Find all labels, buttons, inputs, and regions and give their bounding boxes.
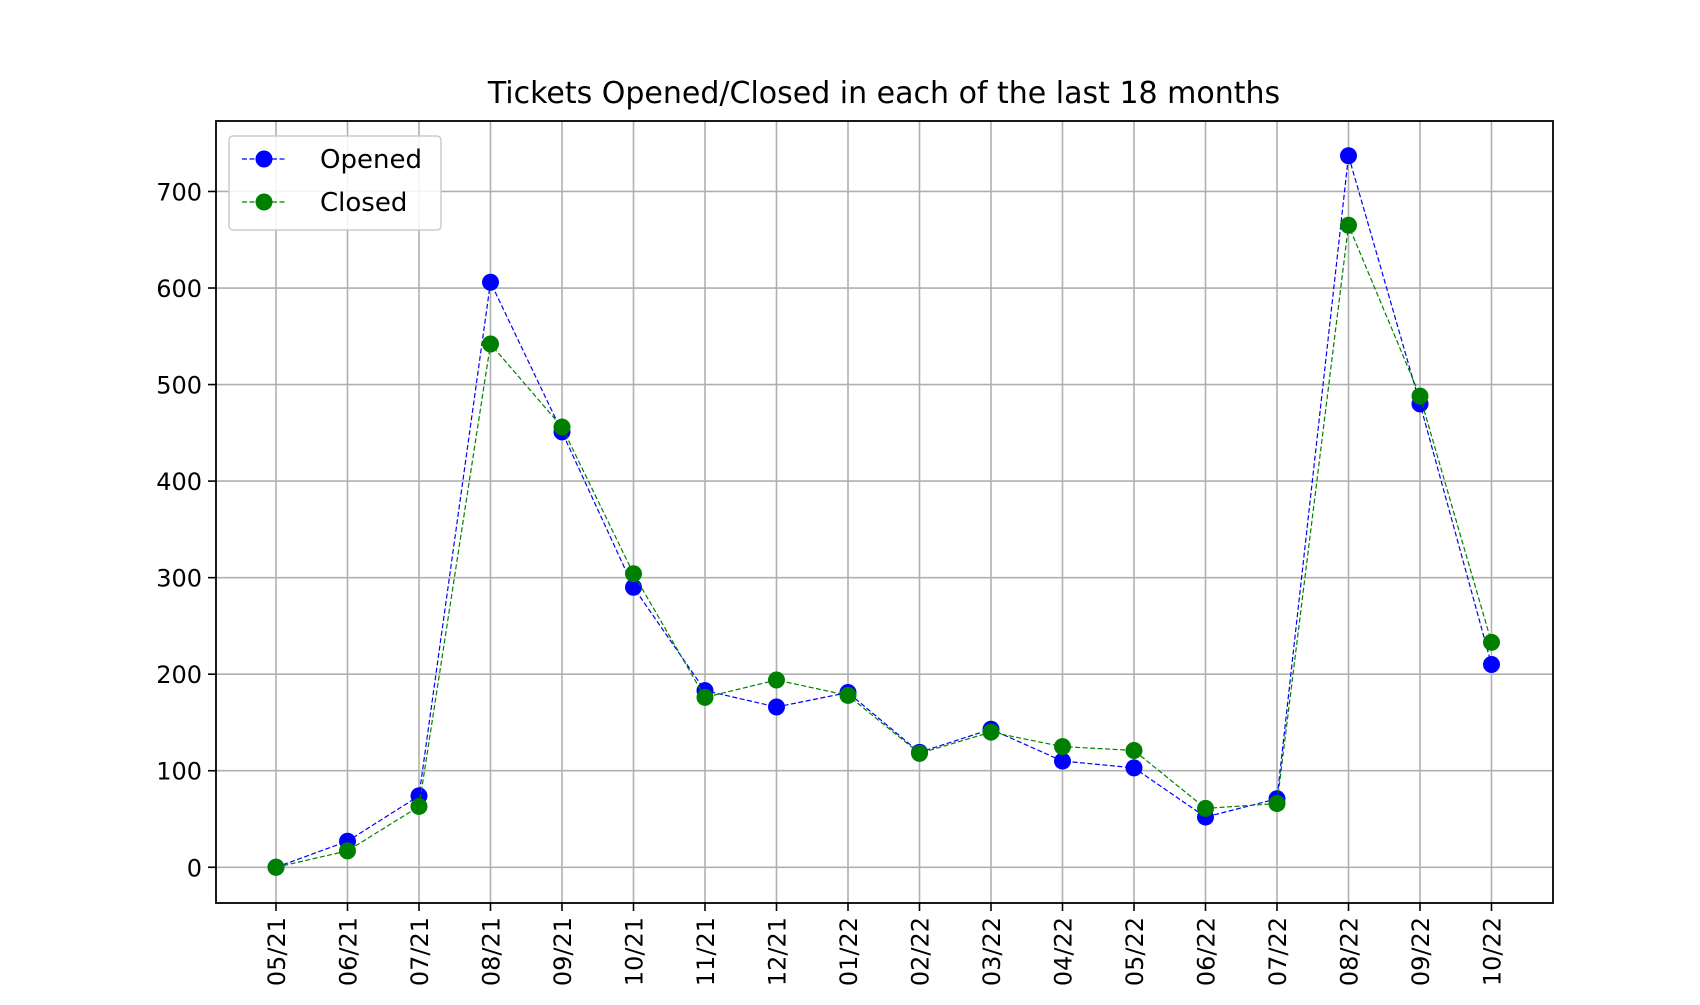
x-tick-label: 09/21 — [549, 917, 577, 986]
y-tick-label: 700 — [156, 178, 202, 206]
x-tick-label: 08/21 — [478, 917, 506, 986]
data-point-closed — [696, 688, 714, 706]
data-point-closed — [839, 686, 857, 704]
data-point-opened — [1483, 656, 1500, 674]
x-tick-label: 05/21 — [263, 917, 291, 986]
data-point-closed — [911, 744, 928, 762]
data-point-opened — [1340, 147, 1357, 165]
data-point-closed — [1340, 216, 1357, 234]
x-tick-label: 03/22 — [978, 917, 1006, 986]
series-line-opened — [275, 155, 1493, 868]
legend-label: Opened — [320, 145, 422, 175]
data-point-closed — [625, 565, 642, 583]
data-point-closed — [1411, 387, 1429, 405]
data-point-closed — [1197, 799, 1214, 817]
series-line-closed — [275, 222, 1493, 868]
y-tick-label: 200 — [156, 661, 202, 689]
x-tick-label: 09/22 — [1407, 917, 1435, 986]
y-tick-label: 400 — [156, 468, 202, 496]
x-tick-label: 10/21 — [621, 917, 649, 986]
data-point-closed — [482, 335, 499, 353]
y-tick-label: 500 — [156, 372, 202, 400]
legend-item-closed: Closed — [242, 188, 407, 218]
data-point-closed — [768, 671, 785, 689]
x-tick-label: 12/21 — [764, 917, 792, 986]
x-tick-label: 01/22 — [835, 917, 863, 986]
data-point-opened — [1125, 759, 1143, 777]
x-tick-label: 02/22 — [907, 917, 935, 986]
data-point-closed — [410, 797, 428, 815]
y-tick-label: 300 — [156, 565, 202, 593]
x-tick-label: 07/21 — [406, 917, 434, 986]
y-tick-label: 600 — [156, 275, 202, 303]
chart-title: Tickets Opened/Closed in each of the las… — [487, 76, 1280, 111]
plot-frame — [215, 120, 1554, 904]
x-tick-label: 11/21 — [692, 917, 720, 986]
data-point-closed — [1054, 738, 1071, 756]
data-point-opened — [1054, 752, 1071, 770]
data-point-closed — [1268, 795, 1286, 813]
data-point-closed — [267, 858, 285, 876]
x-tick-label: 06/22 — [1193, 917, 1221, 986]
x-tick-label: 10/22 — [1479, 917, 1507, 986]
data-point-closed — [1483, 633, 1500, 651]
legend-item-opened: Opened — [242, 145, 422, 175]
data-point-closed — [982, 723, 1000, 741]
y-tick-label: 0 — [187, 854, 202, 882]
data-point-opened — [625, 578, 642, 596]
legend: Opened Closed — [228, 135, 442, 231]
data-point-closed — [339, 842, 356, 860]
legend-marker-closed — [255, 193, 273, 211]
series-group — [267, 147, 1500, 876]
axes: 0 100 200 300 400 500 600 700 05/21 06/21 07/21 08/… — [156, 120, 1554, 986]
y-tick-label: 100 — [156, 758, 202, 786]
series-opened — [267, 147, 1500, 876]
x-tick-label: 06/21 — [335, 917, 363, 986]
data-point-opened — [482, 273, 499, 291]
x-tick-label: 07/22 — [1264, 917, 1292, 986]
x-tick-label: 05/22 — [1121, 917, 1149, 986]
data-point-opened — [768, 698, 785, 716]
x-tick-label: 04/22 — [1050, 917, 1078, 986]
data-point-closed — [1125, 741, 1143, 759]
data-point-closed — [553, 418, 571, 436]
x-tick-label: 08/22 — [1336, 917, 1364, 986]
series-closed — [267, 216, 1500, 876]
legend-marker-opened — [255, 150, 273, 168]
grid-lines — [216, 121, 1553, 903]
legend-label: Closed — [320, 188, 407, 218]
